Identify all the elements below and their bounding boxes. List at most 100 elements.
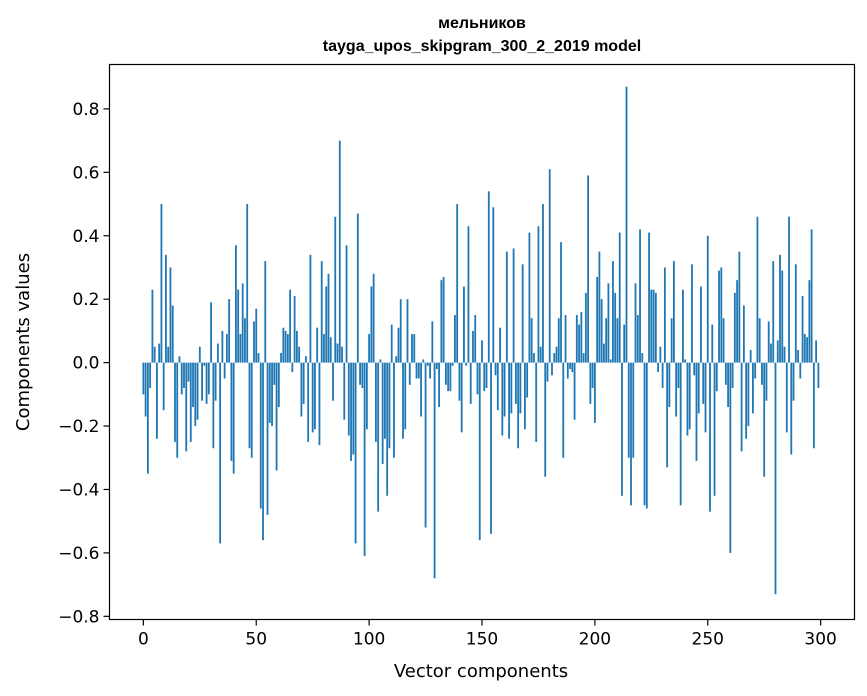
bar-74 (309, 254, 312, 363)
bar-226 (652, 289, 655, 363)
bar-36 (223, 362, 226, 379)
bar-77 (316, 327, 319, 363)
bar-280 (774, 362, 777, 595)
bar-124 (422, 359, 425, 363)
bar-265 (740, 362, 743, 452)
bar-123 (420, 362, 422, 417)
bar-140 (458, 362, 461, 401)
bar-0 (142, 362, 145, 395)
bar-233 (668, 362, 671, 408)
bar-11 (167, 346, 170, 363)
bar-186 (562, 362, 565, 458)
bar-255 (718, 270, 720, 363)
bar-93 (352, 362, 355, 455)
bar-83 (329, 337, 332, 363)
bar-161 (505, 251, 508, 363)
bar-51 (257, 353, 260, 363)
bar-43 (239, 334, 242, 363)
bar-159 (501, 362, 504, 436)
bar-139 (456, 204, 459, 363)
bar-117 (406, 299, 409, 363)
bar-216 (630, 362, 632, 506)
bar-79 (320, 261, 323, 363)
bar-105 (379, 359, 382, 363)
bar-250 (706, 235, 709, 363)
bar-289 (794, 264, 797, 363)
bar-71 (302, 362, 305, 404)
y-tick-label: −0.2 (58, 417, 99, 437)
bar-282 (779, 254, 781, 363)
bar-253 (713, 362, 716, 496)
bar-56 (268, 362, 271, 423)
bar-207 (609, 359, 612, 363)
bar-118 (408, 362, 411, 385)
bar-89 (343, 362, 346, 420)
bar-14 (174, 362, 176, 442)
bar-144 (467, 226, 470, 363)
bar-178 (544, 362, 547, 477)
bar-223 (645, 362, 648, 509)
x-tick-label: 300 (804, 630, 836, 650)
bar-97 (361, 362, 364, 388)
bar-132 (440, 280, 443, 363)
bars-group (142, 86, 820, 595)
bar-92 (350, 362, 352, 461)
bar-152 (485, 362, 488, 388)
bar-102 (372, 273, 375, 363)
bar-181 (551, 362, 553, 376)
bar-13 (171, 305, 174, 363)
bar-110 (390, 324, 393, 363)
bar-271 (754, 362, 757, 379)
bar-169 (523, 362, 526, 430)
bar-238 (679, 362, 682, 506)
bar-214 (625, 86, 628, 363)
bar-230 (661, 362, 664, 388)
bar-190 (571, 362, 574, 373)
bar-163 (510, 362, 513, 414)
bar-279 (772, 261, 775, 363)
bar-261 (731, 362, 734, 388)
bar-298 (815, 340, 818, 363)
bar-249 (704, 362, 707, 433)
bar-25 (198, 346, 201, 363)
bar-248 (702, 362, 705, 404)
bar-228 (657, 362, 659, 373)
bar-295 (808, 280, 811, 363)
bar-135 (447, 362, 450, 392)
y-axis-label: Components values (13, 253, 34, 431)
bar-239 (682, 289, 684, 363)
bar-170 (526, 362, 529, 398)
bar-138 (454, 315, 456, 363)
bar-73 (307, 362, 310, 442)
bar-257 (722, 318, 725, 363)
bar-16 (178, 356, 181, 363)
bar-134 (444, 362, 447, 385)
x-tick-label: 150 (466, 630, 498, 650)
bar-82 (327, 273, 330, 363)
bar-64 (286, 334, 289, 363)
bar-284 (783, 346, 786, 363)
bar-164 (512, 248, 515, 363)
bar-243 (691, 264, 693, 363)
bar-57 (271, 362, 273, 427)
bar-131 (438, 362, 441, 408)
bar-259 (727, 362, 729, 408)
bar-1 (144, 362, 147, 417)
bar-10 (165, 254, 167, 363)
bar-113 (397, 327, 400, 363)
bar-42 (237, 289, 240, 363)
bar-173 (533, 353, 535, 363)
bar-201 (596, 276, 599, 363)
bar-94 (354, 362, 357, 544)
bar-81 (325, 286, 328, 363)
bar-256 (720, 267, 723, 363)
bar-121 (415, 362, 418, 379)
bar-283 (781, 270, 784, 363)
x-tick-label: 100 (353, 630, 385, 650)
bar-91 (347, 362, 350, 436)
bar-47 (248, 362, 251, 449)
bar-198 (589, 362, 592, 404)
bar-231 (663, 267, 666, 363)
x-tick-label: 250 (692, 630, 724, 650)
bar-68 (295, 330, 298, 363)
